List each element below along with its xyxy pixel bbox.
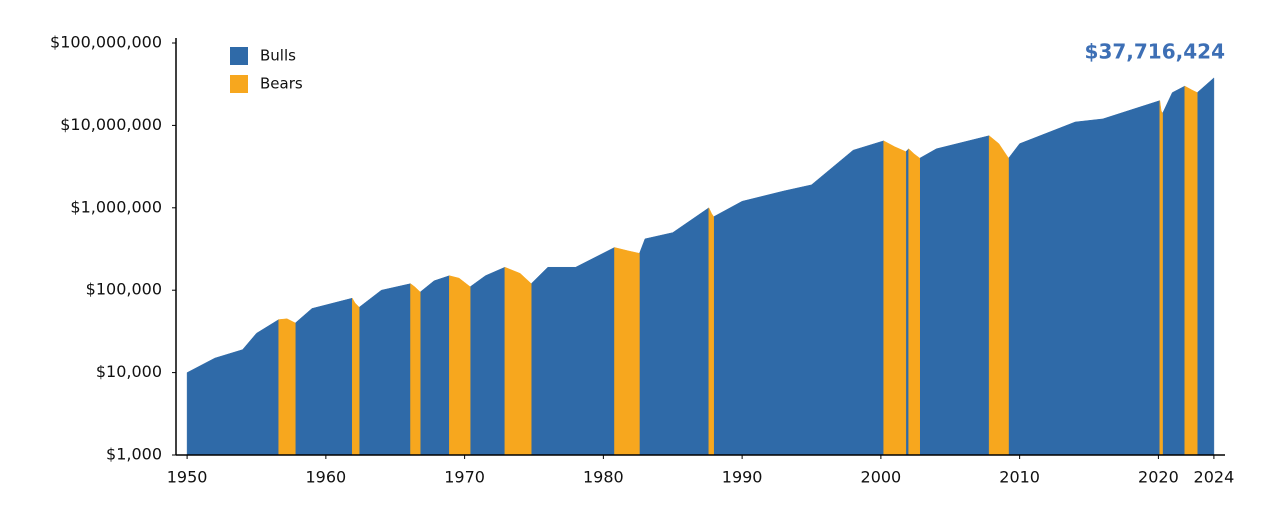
area-0 (186, 319, 279, 456)
area-0 (639, 207, 710, 456)
area-0 (1162, 85, 1186, 456)
area-0 (358, 283, 411, 456)
area-0 (469, 266, 506, 456)
y-tick-label: $1,000 (106, 445, 162, 464)
area-1 (504, 266, 532, 456)
x-tick-label: 2024 (1194, 468, 1235, 487)
area-0 (295, 297, 353, 456)
area-0 (905, 148, 909, 456)
area-0 (713, 140, 884, 456)
area-1 (449, 275, 471, 456)
x-tick-label: 1970 (444, 468, 485, 487)
x-tick-label: 1960 (305, 468, 346, 487)
area-1 (908, 148, 920, 456)
area-1 (1159, 100, 1163, 456)
legend-label: Bears (260, 75, 303, 93)
area-0 (530, 247, 615, 456)
y-tick-label: $10,000,000 (60, 115, 162, 134)
area-1 (1184, 85, 1198, 456)
x-tick-label: 2000 (861, 468, 902, 487)
area-0 (919, 135, 990, 456)
annotation: $37,716,424 (1085, 40, 1225, 64)
y-tick-label: $100,000,000 (50, 33, 162, 52)
y-tick-label: $10,000 (96, 362, 162, 381)
area-1 (614, 247, 640, 456)
y-tick-label: $100,000 (86, 280, 162, 299)
area-0 (1197, 77, 1215, 456)
x-tick-label: 1980 (583, 468, 624, 487)
area-0 (419, 275, 450, 456)
x-tick-label: 2020 (1138, 468, 1179, 487)
x-tick-label: 1950 (167, 468, 208, 487)
area-1 (988, 135, 1009, 456)
area-0 (1008, 100, 1161, 456)
area-1 (708, 207, 714, 456)
x-tick-label: 2010 (999, 468, 1040, 487)
legend-swatch (230, 47, 248, 65)
x-tick-label: 1990 (722, 468, 763, 487)
area-1 (351, 297, 360, 456)
area-1 (410, 283, 421, 456)
legend-label: Bulls (260, 47, 296, 65)
area-1 (278, 318, 296, 456)
legend-swatch (230, 75, 248, 93)
area-1 (883, 140, 907, 456)
y-tick-label: $1,000,000 (70, 197, 162, 216)
